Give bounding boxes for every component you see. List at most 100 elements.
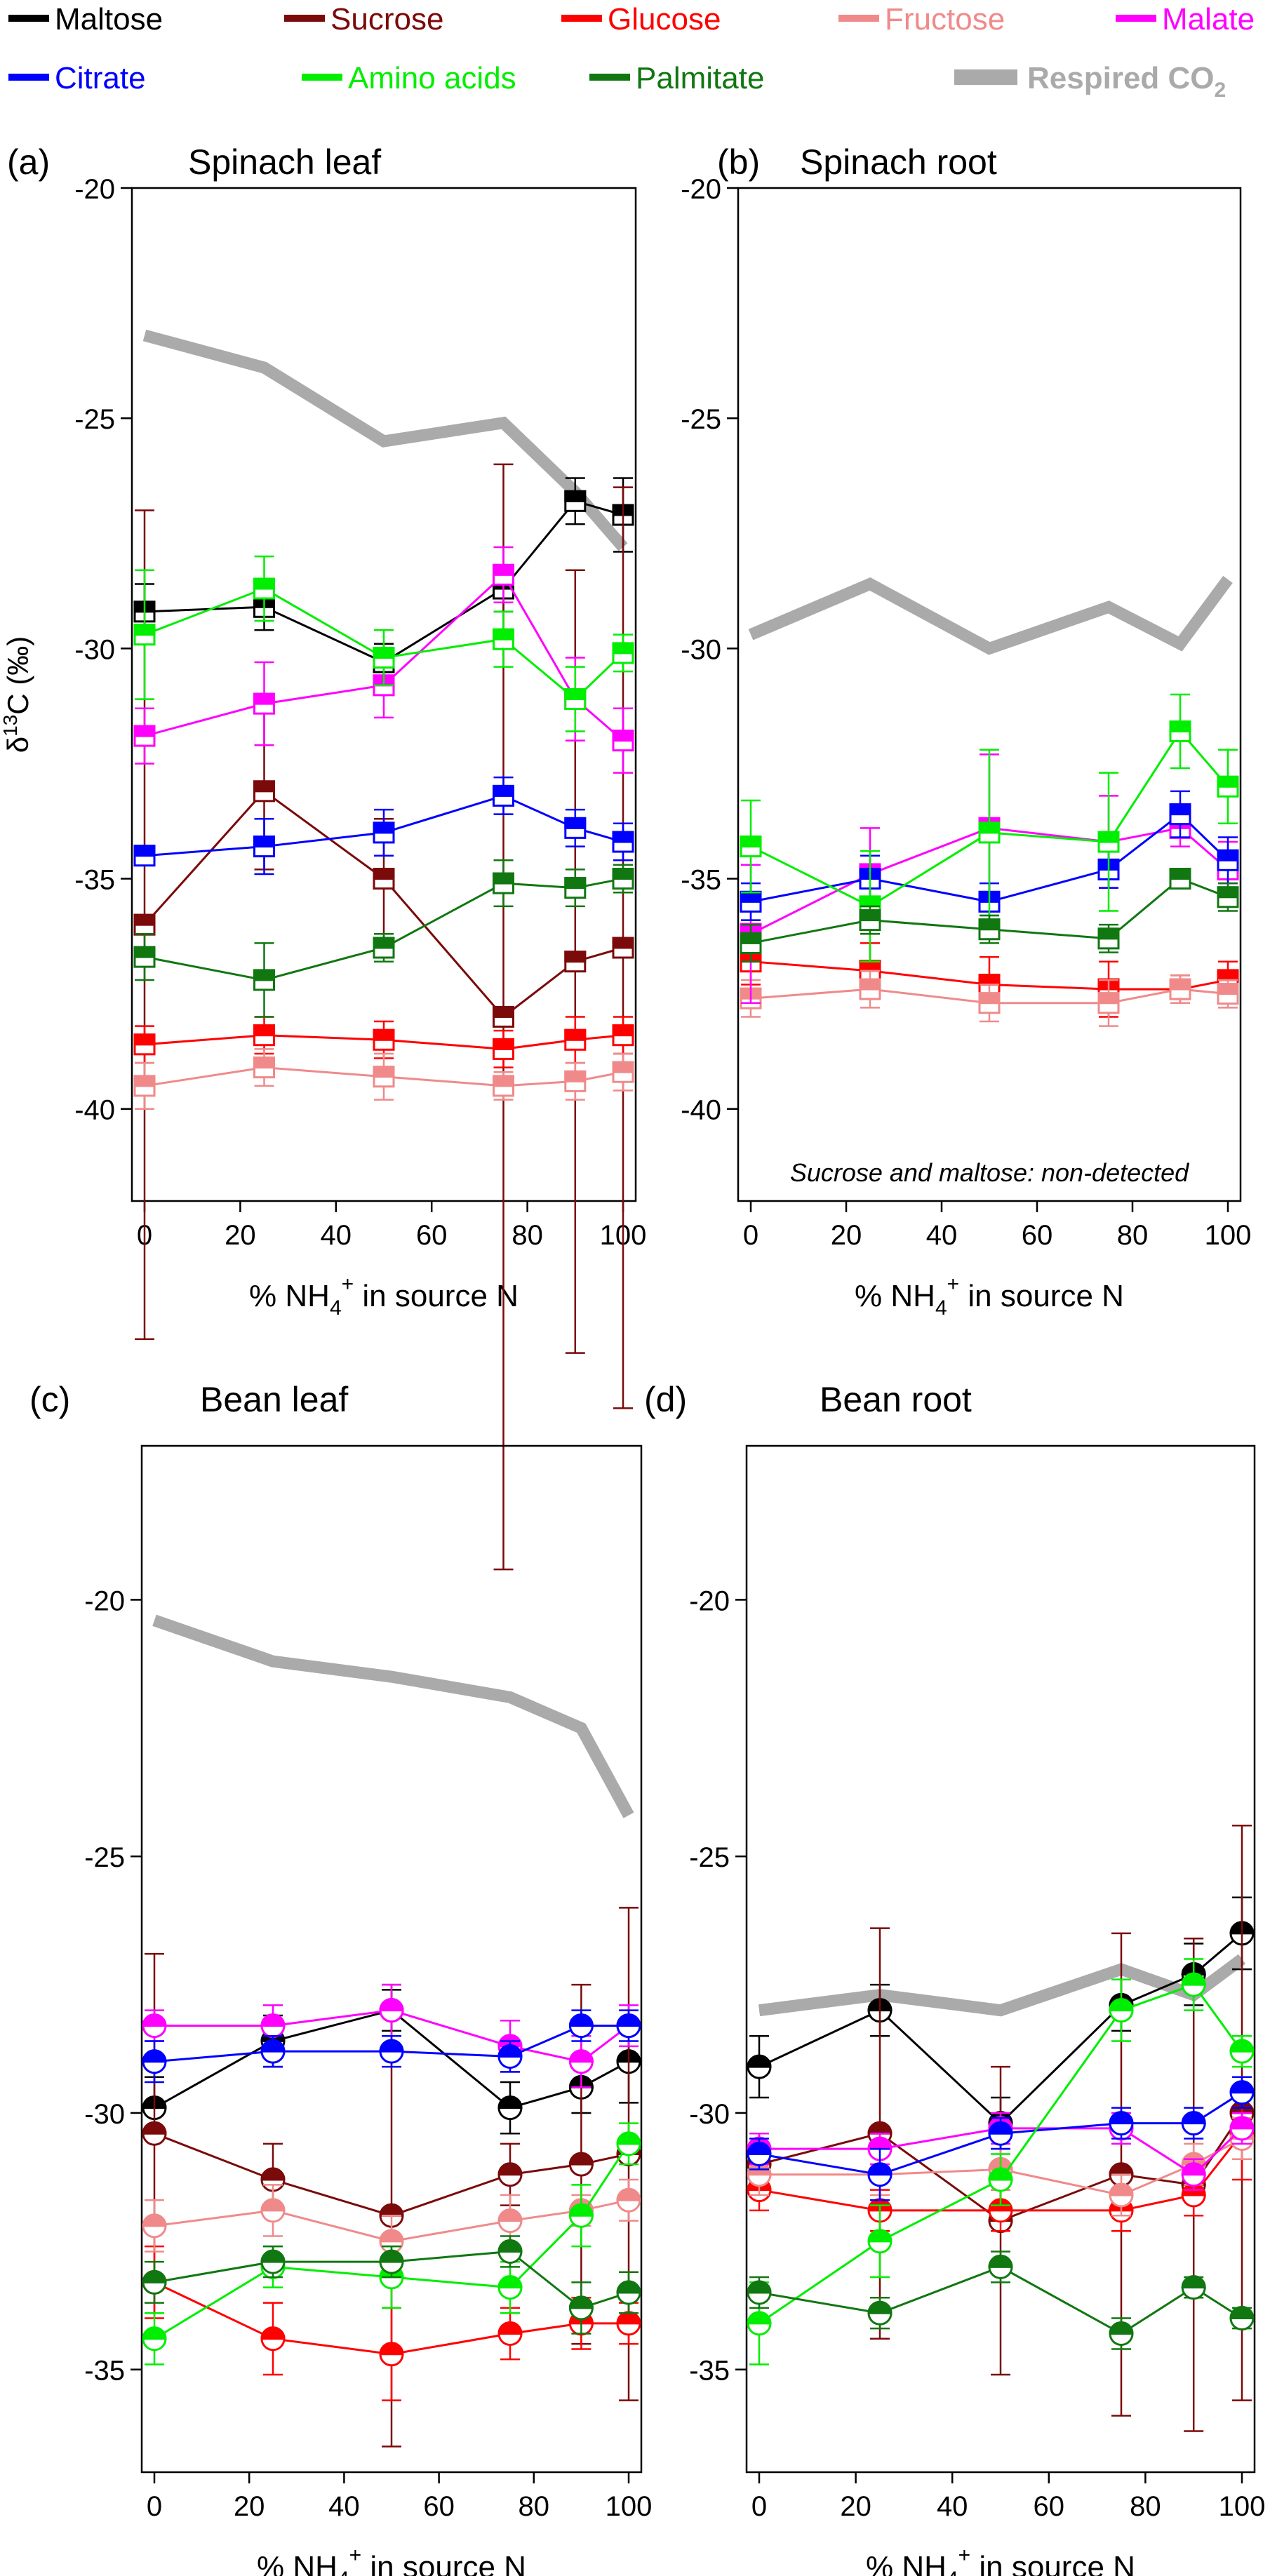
- marker-fill: [497, 2162, 523, 2176]
- data-point: [253, 780, 275, 803]
- data-point: [133, 725, 156, 747]
- data-point: [1097, 831, 1120, 853]
- x-tick-label: 60: [1034, 2491, 1065, 2522]
- marker-fill: [1097, 927, 1120, 940]
- marker-fill: [253, 1056, 275, 1069]
- data-point: [497, 2044, 523, 2069]
- data-point: [564, 951, 587, 973]
- data-point: [616, 2187, 641, 2213]
- marker-fill: [564, 817, 587, 829]
- marker-fill: [1229, 2306, 1255, 2320]
- legend-text: Citrate: [55, 61, 146, 95]
- marker-fill: [616, 2187, 641, 2201]
- plot-frame: [745, 1444, 1256, 2474]
- data-point: [564, 877, 587, 899]
- data-point: [859, 978, 881, 1000]
- marker-fill: [616, 2280, 641, 2294]
- marker-fill: [497, 2275, 523, 2289]
- legend-label: Palmitate: [636, 61, 764, 95]
- data-point: [497, 2239, 523, 2264]
- x-tick-label: 40: [926, 1220, 958, 1251]
- marker-fill: [379, 2249, 404, 2263]
- marker-fill: [616, 2131, 641, 2145]
- data-point: [1109, 2111, 1134, 2136]
- marker-fill: [988, 2167, 1013, 2181]
- data-point: [373, 646, 395, 669]
- y-tick-label: -35: [689, 2356, 730, 2387]
- data-point: [133, 913, 156, 936]
- x-tick-label: 80: [519, 2491, 550, 2522]
- marker-fill: [260, 2013, 286, 2027]
- marker-fill: [253, 577, 275, 590]
- marker-fill: [747, 2054, 772, 2068]
- data-point: [253, 692, 275, 715]
- data-point: [988, 2121, 1013, 2146]
- legend-entry-sucrose: Sucrose: [284, 2, 443, 36]
- legend-text: Maltose: [55, 2, 163, 36]
- x-tick-label: 20: [225, 1220, 256, 1251]
- x-tick-label: 40: [328, 2491, 360, 2522]
- data-point: [1181, 2111, 1206, 2136]
- legend-entry-fructose: Fructose: [838, 2, 1005, 36]
- x-tick-label: 0: [743, 1220, 758, 1251]
- data-point: [497, 2208, 523, 2234]
- legend-text: Sucrose: [330, 2, 443, 36]
- x-axis-label-part: in source N: [361, 2550, 526, 2576]
- marker-fill: [564, 1028, 587, 1041]
- legend-entry-respired-co: Respired CO2: [954, 61, 1226, 102]
- data-point: [612, 868, 634, 890]
- data-point: [1097, 992, 1120, 1014]
- marker-fill: [253, 836, 275, 848]
- data-point: [1217, 886, 1239, 908]
- data-point: [1181, 2275, 1206, 2300]
- marker-fill: [1169, 978, 1191, 991]
- x-axis-label-sub: 4: [935, 1296, 947, 1320]
- data-point: [1217, 849, 1239, 871]
- data-point: [747, 2280, 772, 2305]
- legend-entry-amino-acids: Amino acids: [302, 61, 516, 95]
- x-axis-label-sup: +: [958, 2544, 971, 2567]
- x-axis-label: % NH4+ in source N: [249, 1273, 519, 1320]
- legend-text: Fructose: [885, 2, 1005, 36]
- data-point: [568, 2295, 594, 2321]
- data-point: [142, 2213, 167, 2239]
- legend-label: Maltose: [55, 2, 163, 36]
- panel-bean-leaf: (c) Bean leaf -35 -30 -25 -20 0 20 40 60 80 100 % NH…: [29, 1380, 652, 2576]
- panel-label: (d): [644, 1380, 687, 1419]
- marker-fill: [493, 1005, 514, 1018]
- y-tick-label: -30: [84, 2099, 125, 2130]
- marker-fill: [740, 932, 762, 944]
- data-point: [978, 821, 1001, 844]
- legend-entry-glucose: Glucose: [561, 2, 721, 36]
- data-point: [497, 2275, 523, 2300]
- data-point: [493, 784, 514, 807]
- marker-fill: [1169, 803, 1191, 816]
- y-tick-label: -25: [689, 1842, 730, 1873]
- marker-fill: [1097, 831, 1120, 843]
- marker-fill: [142, 2013, 167, 2027]
- marker-fill: [379, 2229, 404, 2243]
- y-axis-label-part: δ: [1, 737, 34, 753]
- legend-subscript: 2: [1215, 79, 1226, 102]
- data-point: [379, 2249, 404, 2274]
- data-point: [493, 1038, 514, 1060]
- marker-fill: [978, 992, 1001, 1005]
- data-point: [379, 2039, 404, 2064]
- data-point: [740, 836, 762, 858]
- data-point: [978, 992, 1001, 1014]
- data-point: [564, 490, 587, 512]
- marker-fill: [859, 978, 881, 991]
- x-axis-label-part: % NH: [257, 2550, 337, 2576]
- data-point: [1097, 927, 1120, 950]
- x-axis-label: % NH4+ in source N: [866, 2544, 1135, 2576]
- data-point: [867, 1998, 893, 2023]
- data-point: [612, 1024, 634, 1047]
- marker-fill: [1097, 992, 1120, 1005]
- marker-fill: [1217, 886, 1239, 899]
- x-axis-label-part: % NH: [249, 1279, 330, 1313]
- marker-fill: [1169, 868, 1191, 880]
- marker-fill: [493, 784, 514, 797]
- marker-fill: [1217, 983, 1239, 995]
- y-tick-label: -40: [74, 1095, 115, 1126]
- y-tick-label: -30: [681, 634, 721, 665]
